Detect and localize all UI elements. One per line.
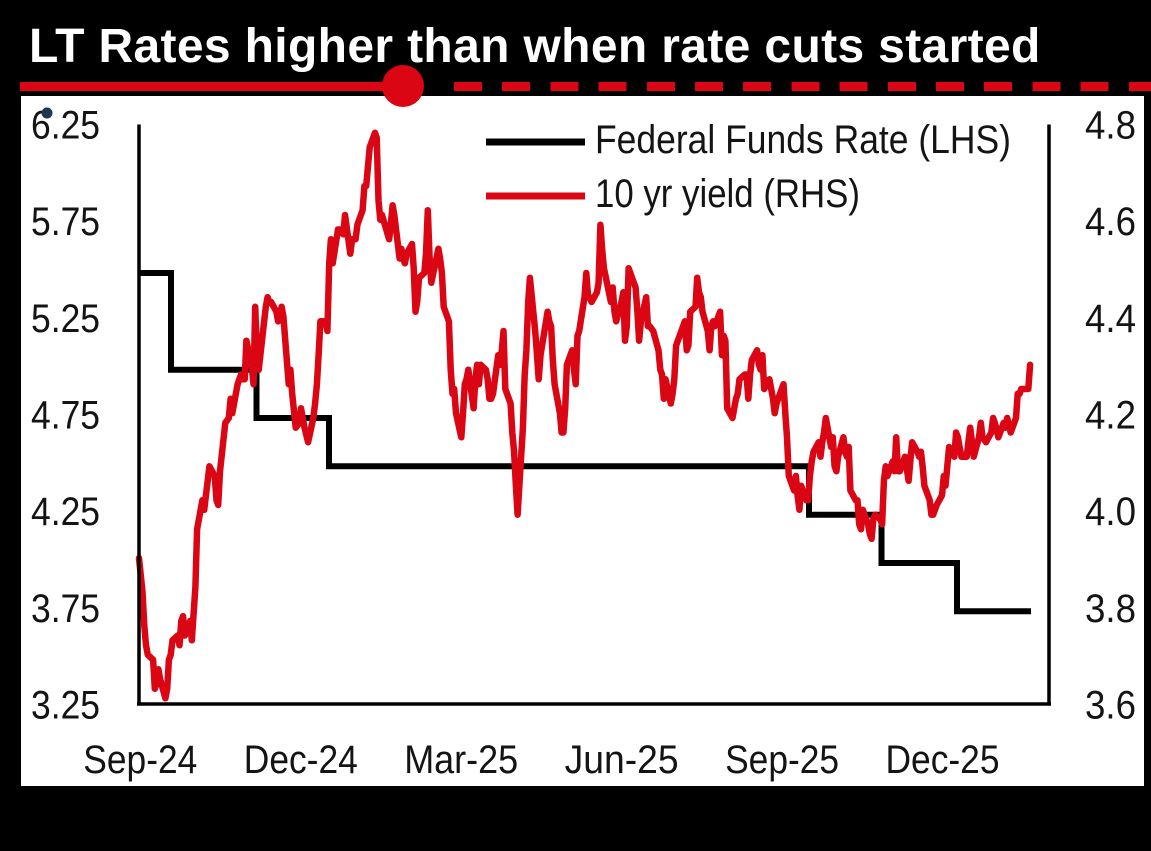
svg-text:4.75: 4.75 xyxy=(31,394,100,438)
svg-text:Dec-24: Dec-24 xyxy=(244,738,358,782)
svg-text:10 yr yield (RHS): 10 yr yield (RHS) xyxy=(595,172,860,216)
svg-text:Sep-25: Sep-25 xyxy=(725,738,839,782)
svg-text:6.25: 6.25 xyxy=(31,104,100,148)
svg-text:4.6: 4.6 xyxy=(1085,200,1136,244)
svg-text:4.2: 4.2 xyxy=(1085,394,1136,438)
svg-text:Sep-24: Sep-24 xyxy=(83,738,197,782)
svg-text:4.4: 4.4 xyxy=(1085,297,1136,341)
svg-text:5.25: 5.25 xyxy=(31,297,100,341)
svg-text:3.8: 3.8 xyxy=(1085,587,1136,631)
svg-text:Federal Funds Rate (LHS): Federal Funds Rate (LHS) xyxy=(595,118,1011,162)
svg-text:Jun-25: Jun-25 xyxy=(565,738,679,782)
svg-text:Dec-25: Dec-25 xyxy=(886,738,1000,782)
svg-text:3.25: 3.25 xyxy=(31,684,100,728)
svg-text:3.75: 3.75 xyxy=(31,587,100,631)
svg-text:4.8: 4.8 xyxy=(1085,104,1136,148)
svg-text:3.6: 3.6 xyxy=(1085,684,1136,728)
svg-text:5.75: 5.75 xyxy=(31,200,100,244)
svg-text:4.25: 4.25 xyxy=(31,490,100,534)
svg-text:4.0: 4.0 xyxy=(1085,490,1136,534)
svg-text:Mar-25: Mar-25 xyxy=(404,738,518,782)
